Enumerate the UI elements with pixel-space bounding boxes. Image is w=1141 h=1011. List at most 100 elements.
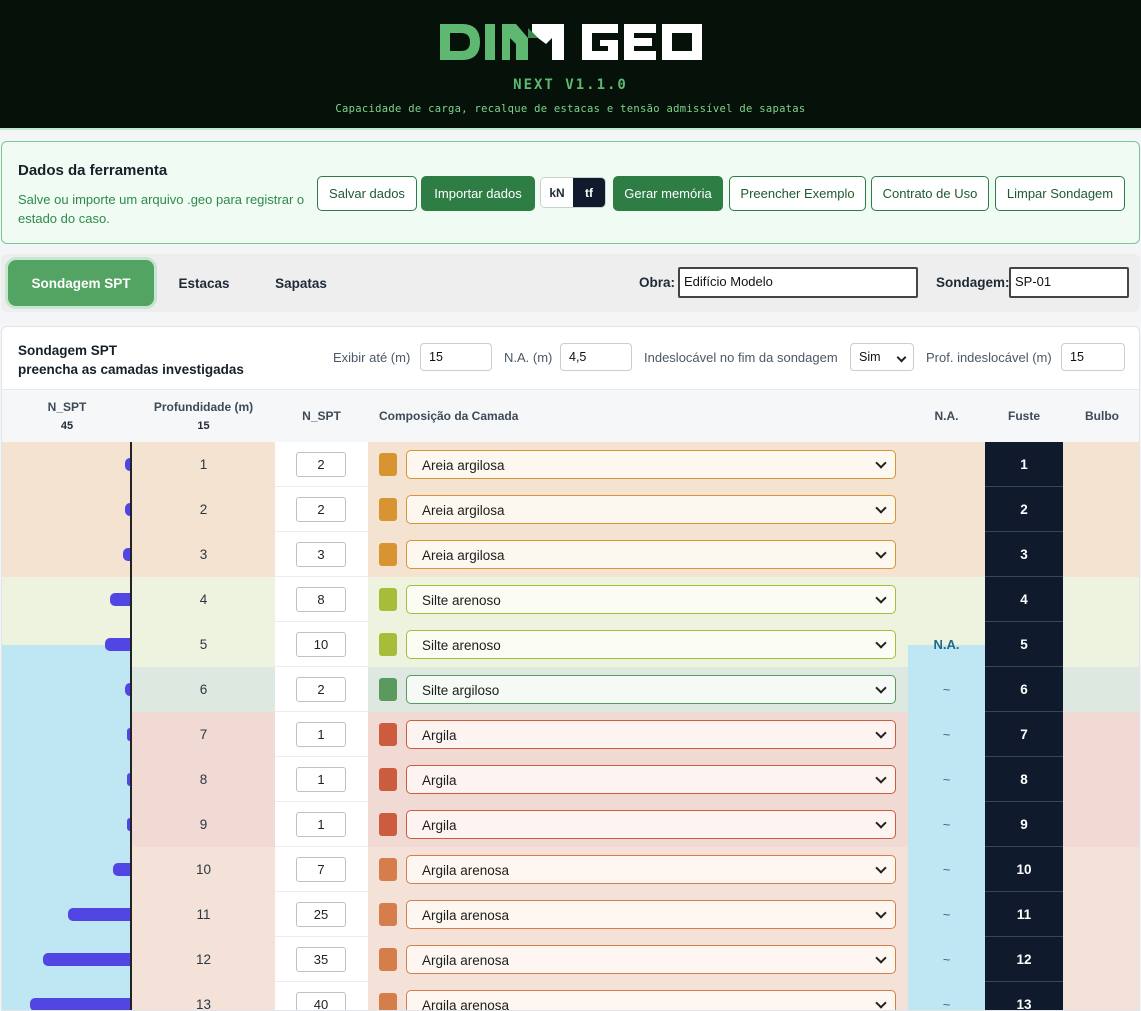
soil-composition-select[interactable]: Argila arenosa bbox=[406, 855, 896, 884]
na-cell bbox=[908, 442, 985, 487]
nspt-bar bbox=[125, 683, 130, 696]
sondagem-input[interactable]: SP-01 bbox=[1009, 267, 1129, 298]
soil-composition-select[interactable]: Argila arenosa bbox=[406, 990, 896, 1010]
bulbo-cell bbox=[1063, 622, 1139, 667]
exibir-ate-input[interactable]: 15 bbox=[420, 343, 492, 371]
nspt-input[interactable]: 1 bbox=[296, 767, 346, 792]
import-data-button[interactable]: Importar dados bbox=[421, 176, 535, 211]
fuste-cell: 2 bbox=[985, 487, 1063, 532]
clear-sounding-button[interactable]: Limpar Sondagem bbox=[995, 176, 1125, 211]
nspt-bar bbox=[43, 953, 130, 966]
tab-sapatas[interactable]: Sapatas bbox=[275, 275, 327, 291]
soil-color-swatch bbox=[379, 543, 397, 566]
nspt-input[interactable]: 3 bbox=[296, 542, 346, 567]
unit-tf-option[interactable]: tf bbox=[573, 178, 605, 207]
nspt-bar bbox=[113, 863, 130, 876]
fuste-cell: 1 bbox=[985, 442, 1063, 487]
nspt-input[interactable]: 2 bbox=[296, 497, 346, 522]
nspt-cell: 40 bbox=[275, 982, 368, 1010]
nspt-bar bbox=[110, 593, 130, 606]
table-row: 12 35 Argila arenosa ~12 bbox=[2, 937, 1139, 982]
bulbo-cell bbox=[1063, 487, 1139, 532]
fuste-cell: 12 bbox=[985, 937, 1063, 982]
na-cell bbox=[908, 577, 985, 622]
soil-composition-select[interactable]: Areia argilosa bbox=[406, 540, 896, 569]
depth-cell: 12 bbox=[132, 937, 275, 982]
col-profundidade: Profundidade (m) 15 bbox=[142, 400, 265, 432]
soil-composition-select[interactable]: Argila arenosa bbox=[406, 945, 896, 974]
depth-cell: 1 bbox=[132, 442, 275, 487]
soil-composition-select[interactable]: Argila bbox=[406, 810, 896, 839]
tab-estacas[interactable]: Estacas bbox=[178, 275, 230, 291]
soil-composition-select[interactable]: Argila bbox=[406, 720, 896, 749]
usage-contract-button[interactable]: Contrato de Uso bbox=[871, 176, 989, 211]
nspt-chart-cell bbox=[2, 442, 131, 487]
na-depth-input[interactable]: 4,5 bbox=[560, 343, 632, 371]
nspt-input[interactable]: 2 bbox=[296, 677, 346, 702]
composition-cell: Argila bbox=[368, 712, 908, 757]
table-row: 5 10 Silte arenoso N.A. 5 bbox=[2, 622, 1139, 667]
nspt-input[interactable]: 25 bbox=[296, 902, 346, 927]
composition-cell: Areia argilosa bbox=[368, 532, 908, 577]
obra-input[interactable]: Edifício Modelo bbox=[678, 267, 918, 298]
prof-indeslocavel-input[interactable]: 15 bbox=[1061, 343, 1125, 371]
nspt-cell: 10 bbox=[275, 622, 368, 667]
prof-indeslocavel-label: Prof. indeslocável (m) bbox=[926, 350, 1052, 365]
nspt-bar bbox=[127, 818, 130, 831]
col-bulbo: Bulbo bbox=[1085, 409, 1119, 423]
soil-composition-select[interactable]: Silte arenoso bbox=[406, 585, 896, 614]
fuste-cell: 5 bbox=[985, 622, 1063, 667]
fill-example-button[interactable]: Preencher Exemplo bbox=[729, 176, 866, 211]
soil-composition-select[interactable]: Silte arenoso bbox=[406, 630, 896, 659]
nspt-axis bbox=[130, 487, 132, 532]
save-data-button[interactable]: Salvar dados bbox=[317, 176, 417, 211]
depth-cell: 5 bbox=[132, 622, 275, 667]
nspt-input[interactable]: 35 bbox=[296, 947, 346, 972]
composition-cell: Argila bbox=[368, 757, 908, 802]
table-row: 11 25 Argila arenosa ~11 bbox=[2, 892, 1139, 937]
col-profundidade-max: 15 bbox=[197, 420, 210, 432]
tab-sondagem-spt[interactable]: Sondagem SPT bbox=[8, 260, 154, 306]
fuste-cell: 13 bbox=[985, 982, 1063, 1010]
indeslocavel-select[interactable]: Sim bbox=[850, 343, 914, 371]
nspt-axis bbox=[130, 757, 132, 802]
bulbo-cell bbox=[1063, 577, 1139, 622]
nspt-input[interactable]: 10 bbox=[296, 632, 346, 657]
nspt-input[interactable]: 2 bbox=[296, 452, 346, 477]
soil-composition-select[interactable]: Argila bbox=[406, 765, 896, 794]
nspt-axis bbox=[130, 667, 132, 712]
nspt-input[interactable]: 7 bbox=[296, 857, 346, 882]
nspt-cell: 1 bbox=[275, 712, 368, 757]
composition-cell: Areia argilosa bbox=[368, 442, 908, 487]
nspt-axis bbox=[130, 622, 132, 667]
na-water-fill bbox=[908, 982, 985, 1010]
bulbo-cell bbox=[1063, 712, 1139, 757]
col-profundidade-label: Profundidade (m) bbox=[153, 400, 254, 414]
bulbo-cell bbox=[1063, 757, 1139, 802]
generate-memory-button[interactable]: Gerar memória bbox=[613, 176, 723, 211]
nspt-chart-cell bbox=[2, 532, 131, 577]
sondagem-label: Sondagem: bbox=[936, 275, 1010, 290]
na-cell bbox=[908, 532, 985, 577]
table-row: 2 2 Areia argilosa 2 bbox=[2, 487, 1139, 532]
nspt-input[interactable]: 1 bbox=[296, 722, 346, 747]
soil-color-swatch bbox=[379, 948, 397, 971]
table-row: 10 7 Argila arenosa ~10 bbox=[2, 847, 1139, 892]
nspt-bar bbox=[127, 773, 130, 786]
soil-composition-select[interactable]: Silte argiloso bbox=[406, 675, 896, 704]
nspt-input[interactable]: 8 bbox=[296, 587, 346, 612]
nspt-chart-cell bbox=[2, 577, 131, 622]
na-marker bbox=[908, 577, 985, 622]
unit-kn-option[interactable]: kN bbox=[541, 178, 573, 207]
nspt-input[interactable]: 1 bbox=[296, 812, 346, 837]
na-water-fill bbox=[908, 892, 985, 937]
na-marker: ~ bbox=[942, 727, 951, 742]
soil-composition-select[interactable]: Areia argilosa bbox=[406, 495, 896, 524]
soil-composition-select[interactable]: Argila arenosa bbox=[406, 900, 896, 929]
na-marker: ~ bbox=[942, 682, 951, 697]
nspt-input[interactable]: 40 bbox=[296, 992, 346, 1010]
main-tabs-bar: Sondagem SPT Estacas Sapatas Obra: Edifí… bbox=[1, 254, 1140, 312]
composition-cell: Silte arenoso bbox=[368, 577, 908, 622]
soil-composition-select[interactable]: Areia argilosa bbox=[406, 450, 896, 479]
nspt-cell: 8 bbox=[275, 577, 368, 622]
